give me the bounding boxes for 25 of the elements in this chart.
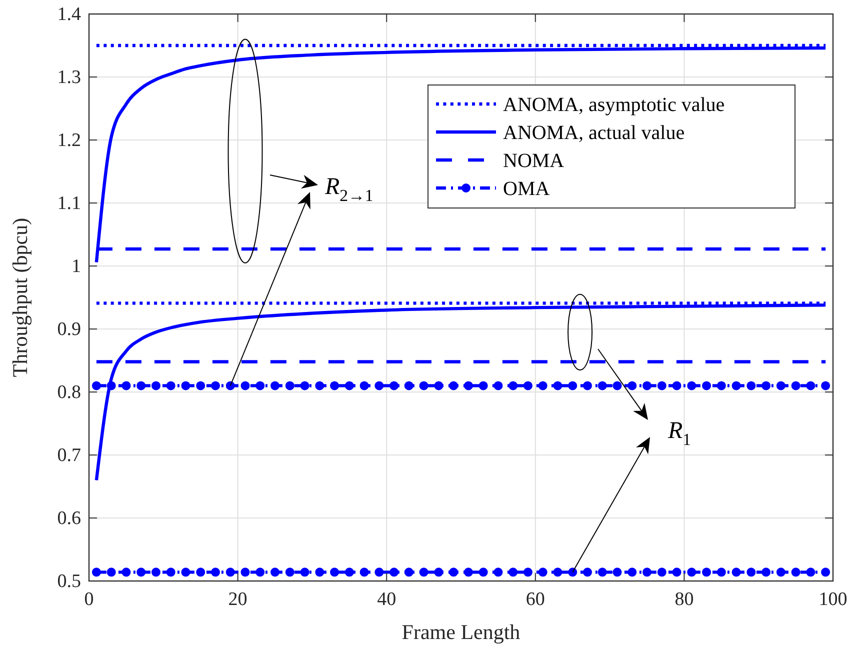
annotation: R$_{2→1}$ (324, 174, 374, 206)
annotation: R$_{1}$ (667, 418, 692, 450)
y-tick-label: 0.6 (57, 508, 81, 529)
y-tick-label: 0.7 (57, 445, 81, 466)
legend-label: ANOMA, asymptotic value (503, 94, 725, 116)
y-tick-label: 1.2 (57, 130, 81, 151)
x-axis-title: Frame Length (402, 620, 521, 644)
y-tick-label: 1.3 (57, 67, 81, 88)
x-tick-label: 60 (526, 589, 545, 610)
x-tick-label: 20 (228, 589, 248, 610)
y-tick-label: 1.4 (57, 4, 82, 25)
x-tick-label: 80 (674, 589, 694, 610)
y-tick-label: 0.9 (57, 319, 81, 340)
y-tick-label: 1.1 (57, 193, 81, 214)
x-tick-label: 100 (818, 589, 848, 610)
legend-label: OMA (503, 178, 550, 200)
y-axis-title: Throughput (bpcu) (8, 218, 32, 378)
x-tick-label: 40 (377, 589, 396, 610)
legend-label: NOMA (503, 150, 565, 172)
x-tick-label: 0 (84, 589, 94, 610)
y-tick-label: 0.8 (57, 382, 81, 403)
line-series (94, 46, 828, 264)
y-tick-label: 0.5 (57, 571, 81, 592)
y-tick-label: 1 (72, 256, 81, 277)
legend-label: ANOMA, actual value (503, 122, 685, 144)
